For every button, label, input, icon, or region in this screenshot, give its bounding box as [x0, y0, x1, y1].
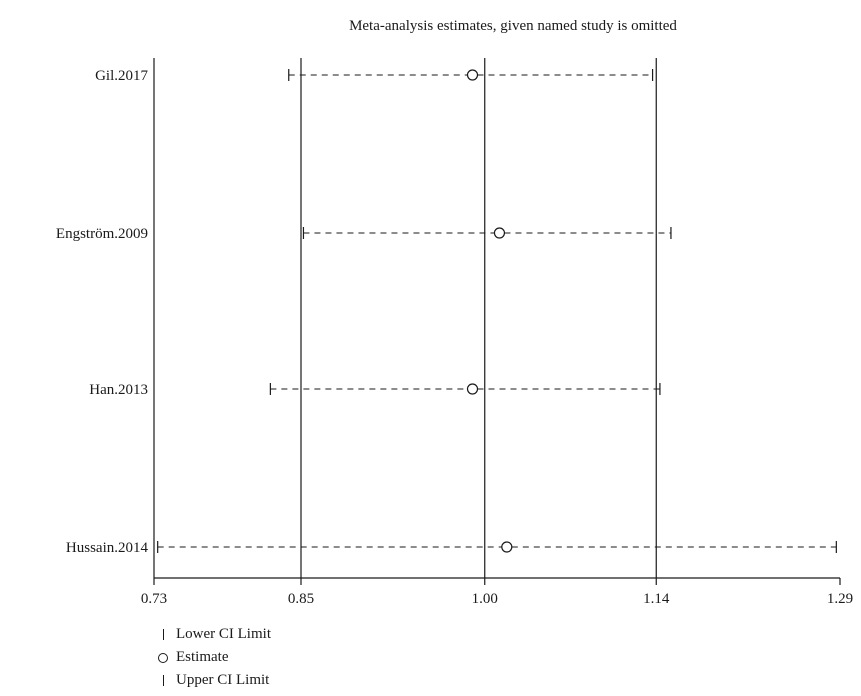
lower-ci-marker-icon	[150, 629, 176, 640]
x-tick-label: 1.00	[472, 591, 498, 607]
forest-plot: Meta-analysis estimates, given named stu…	[56, 18, 853, 607]
x-tick-label: 0.73	[141, 591, 167, 607]
legend-item-upper: Upper CI Limit	[150, 669, 271, 692]
x-tick-label: 1.14	[643, 591, 670, 607]
legend: Lower CI Limit Estimate Upper CI Limit	[150, 623, 271, 692]
chart-title: Meta-analysis estimates, given named stu…	[349, 18, 677, 34]
estimate-marker	[466, 69, 479, 81]
x-tick-label: 0.85	[288, 591, 314, 607]
x-tick-label: 1.29	[827, 591, 853, 607]
study-row: Gil.2017	[95, 68, 654, 84]
study-label: Han.2013	[89, 382, 148, 398]
study-label: Hussain.2014	[66, 540, 149, 556]
study-rows: Gil.2017 Engström.2009 Han.2013 Hussain.20…	[56, 68, 837, 556]
study-label: Gil.2017	[95, 68, 148, 84]
estimate-marker	[493, 227, 506, 239]
legend-item-lower: Lower CI Limit	[150, 623, 271, 646]
upper-ci-marker-icon	[150, 675, 176, 686]
legend-label-lower: Lower CI Limit	[176, 626, 271, 642]
reference-lines	[153, 58, 657, 578]
study-row: Engström.2009	[56, 226, 672, 242]
legend-label-upper: Upper CI Limit	[176, 672, 270, 688]
legend-item-estimate: Estimate	[150, 646, 271, 669]
study-row: Hussain.2014	[66, 540, 837, 556]
estimate-marker	[501, 541, 513, 553]
study-row: Han.2013	[89, 382, 661, 398]
estimate-circle-icon	[150, 652, 176, 663]
legend-label-estimate: Estimate	[176, 649, 229, 665]
x-axis: 0.73 0.85 1.00 1.14 1.29	[141, 577, 853, 607]
study-label: Engström.2009	[56, 226, 148, 242]
estimate-marker	[466, 383, 479, 395]
